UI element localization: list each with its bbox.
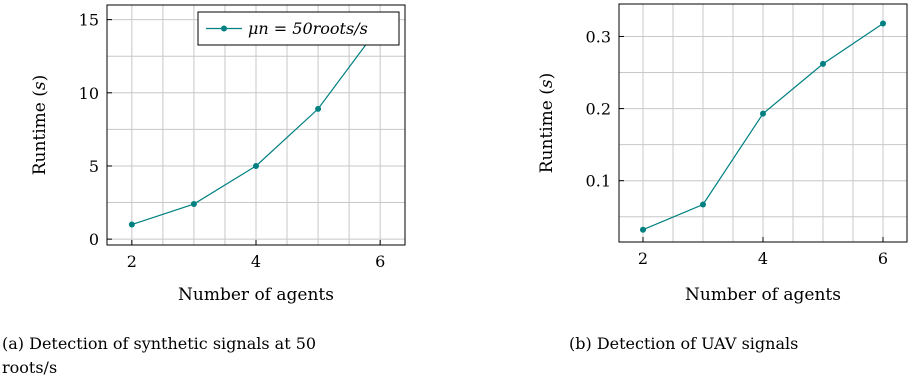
y-tick-label: 10 xyxy=(79,84,99,103)
legend-swatch-marker xyxy=(221,25,227,32)
data-point xyxy=(880,20,886,27)
x-tick-label: 4 xyxy=(758,249,768,268)
caption-a: (a) Detection of synthetic signals at 50… xyxy=(2,332,442,380)
x-tick-label: 4 xyxy=(251,252,261,271)
data-point xyxy=(315,105,322,112)
y-tick-label: 0 xyxy=(89,230,99,249)
y-tick-label: 0.2 xyxy=(586,100,611,119)
data-point xyxy=(700,201,706,208)
chart-a: 2 4 6 0 5 10 15 Number of agents Runtime (s) μn =… xyxy=(30,4,406,305)
data-point xyxy=(820,60,826,67)
legend-label: μn = 50roots/s xyxy=(248,19,368,38)
caption-b: (b) Detection of UAV signals xyxy=(569,334,799,353)
data-point xyxy=(640,226,646,233)
legend-a: μn = 50roots/s xyxy=(197,11,400,46)
y-tick-label: 0.1 xyxy=(586,172,611,191)
x-axis-label: Number of agents xyxy=(178,285,334,305)
x-tick-label: 6 xyxy=(878,249,888,268)
chart-b: 2 4 6 0.1 0.2 0.3 Number of agents Runtime (s) xyxy=(537,3,908,305)
data-point xyxy=(190,201,197,208)
legend-box xyxy=(197,11,400,46)
x-axis-label: Number of agents xyxy=(685,285,841,305)
x-tick-label: 6 xyxy=(375,252,385,271)
data-point xyxy=(760,110,766,117)
series-b-0 xyxy=(640,20,886,233)
x-tick-label: 2 xyxy=(127,252,137,271)
grid-b xyxy=(619,4,907,242)
data-point xyxy=(253,162,259,169)
y-tick-label: 15 xyxy=(79,11,99,30)
data-point xyxy=(128,221,135,228)
caption-a-line1: (a) Detection of synthetic signals at 50 xyxy=(2,334,317,353)
y-axis-label: Runtime (s) xyxy=(537,73,557,174)
caption-a-line2: roots/s xyxy=(2,358,58,377)
y-tick-label: 5 xyxy=(89,157,99,176)
y-axis-label: Runtime (s) xyxy=(30,75,50,176)
y-tick-label: 0.3 xyxy=(586,27,611,46)
x-tick-label: 2 xyxy=(638,249,648,268)
